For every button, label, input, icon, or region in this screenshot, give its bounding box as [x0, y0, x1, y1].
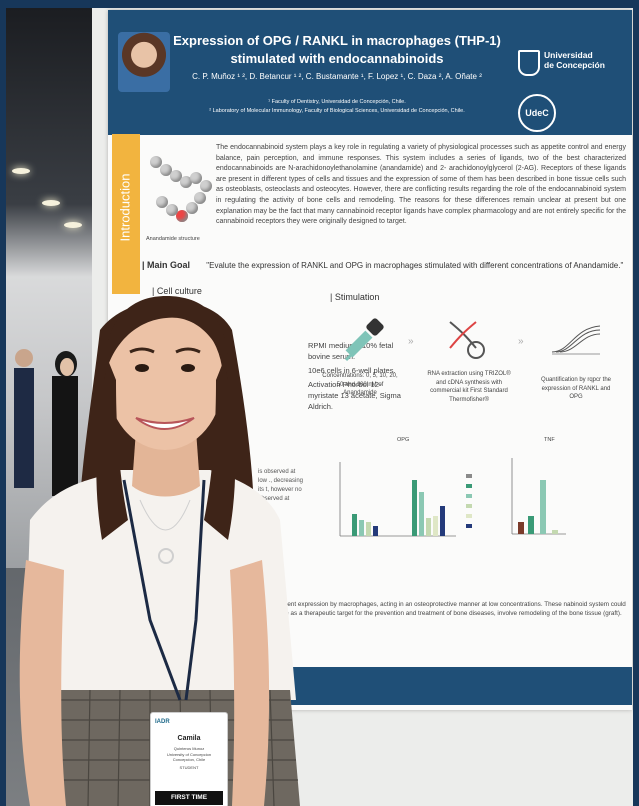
badge-logo: IADR: [155, 719, 170, 725]
badge-detail-2: University of Concepcion: [166, 751, 212, 757]
frame-left-border: [0, 0, 6, 806]
cell-culture-label: Cell culture: [156, 286, 202, 296]
affiliation-2: ² Laboratory of Molecular Immunology, Fa…: [209, 108, 465, 114]
poster-authors: C. P. Muñoz ¹ ², D. Betancur ¹ ², C. Bus…: [192, 72, 482, 81]
step-quantification: Quantification by rqpcr the expression o…: [540, 377, 612, 400]
culture-item: Activation Phorbol 12-myristate 13 aceta…: [308, 380, 401, 411]
anandamide-molecule-icon: [146, 150, 216, 230]
chart-opg-title: OPG: [397, 437, 410, 443]
step-concentrations: Concentrations: 0, 5, 10, 20, 50 and 100…: [322, 373, 398, 396]
poster-header: Expression of OPG / RANKL in macrophages…: [108, 10, 632, 135]
cell-culture-heading: | Cell culture: [152, 286, 202, 296]
exhibition-hall-background: [6, 8, 106, 568]
results-text-partial: is observed at low ., decreasing its t, …: [258, 469, 304, 502]
university-logo: Universidad de Concepción: [518, 50, 632, 76]
introduction-text: The endocannabinoid system plays a key r…: [216, 144, 626, 226]
university-logo-line-2: de Concepción: [544, 60, 605, 70]
badge-details: Quinteros Munoz University of Concepcion…: [151, 746, 227, 763]
culture-item: 10e6 cells in 6-well plates.: [308, 366, 396, 375]
stimulation-label: Stimulation: [334, 292, 380, 302]
title-line-1: Expression of OPG / RANKL in macrophages…: [173, 33, 501, 48]
title-line-2: stimulated with endocannabinoids: [230, 51, 444, 66]
introduction-label: Introduction: [117, 173, 133, 242]
badge-role: STUDENT: [179, 765, 199, 770]
badge-detail-3: Concepcion, Chile: [172, 757, 206, 762]
opg-bar-chart: [339, 462, 456, 537]
ceiling-light: [42, 200, 60, 206]
main-goal-text: "Evalute the expression of RANKL and OPG…: [206, 261, 624, 270]
chart-tnf-title: TNF: [544, 437, 555, 443]
first-time-attendee-ribbon: FIRST TIME ATTENDEE: [155, 791, 223, 805]
affiliation-1: ¹ Faculty of Dentistry, Universidad de C…: [268, 99, 406, 105]
name-badge: IADR Camila Quinteros Munoz University o…: [150, 712, 228, 806]
dna-magnifier-icon: [449, 321, 485, 359]
frame-right-border: [633, 0, 639, 806]
introduction-tab: Introduction: [112, 134, 140, 294]
main-goal: | Main Goal "Evalute the expression of R…: [142, 260, 624, 270]
badge-name: Camila: [177, 735, 201, 742]
frame-top-border: [0, 0, 639, 8]
university-logo-line-1: Universidad: [544, 50, 593, 60]
ceiling-light: [64, 222, 82, 228]
tnf-bar-chart: [511, 458, 566, 535]
author-photo: [118, 32, 170, 92]
conclusion-text: se dependent expression by macrophages, …: [258, 601, 626, 618]
main-goal-label: Main Goal: [147, 260, 191, 270]
step-rna-extraction: RNA extraction using TRIZOL® and cDNA sy…: [427, 371, 511, 403]
badge-detail-1: Quinteros Munoz: [173, 746, 205, 751]
pcr-curve-icon: [551, 325, 601, 355]
chevron-right-icon: »: [408, 336, 414, 347]
shield-icon: [518, 50, 540, 76]
chevron-right-icon: »: [518, 336, 524, 347]
poster-title: Expression of OPG / RANKL in macrophages…: [172, 32, 502, 68]
poster-affiliations: ¹ Faculty of Dentistry, Universidad de C…: [172, 98, 502, 116]
background-people: [14, 349, 78, 496]
opg-legend: [466, 474, 472, 528]
ceiling-light: [12, 168, 30, 174]
udec-logo: UdeC: [518, 94, 556, 132]
molecule-caption: Anandamide structure: [146, 236, 200, 242]
stimulation-heading: | Stimulation: [330, 292, 380, 302]
dropper-icon: [344, 318, 384, 362]
